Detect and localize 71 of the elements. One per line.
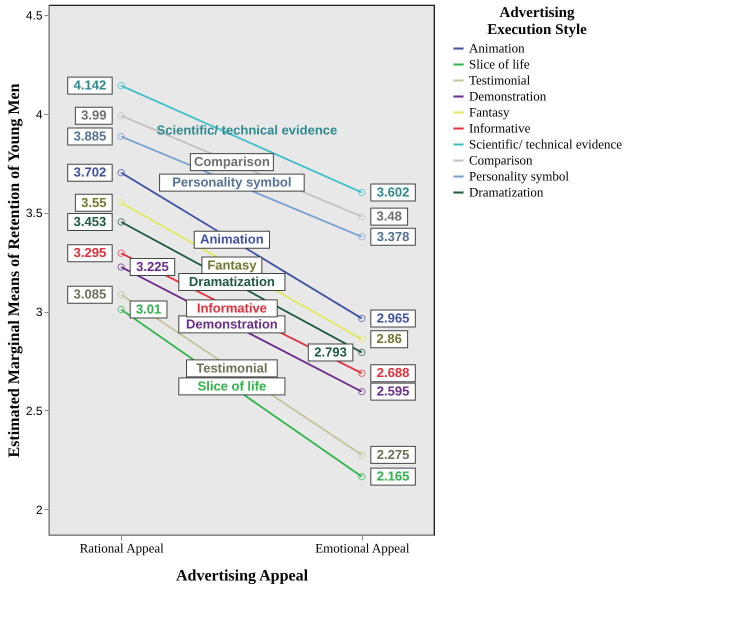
legend-label: Informative xyxy=(469,120,531,136)
x-tick-label: Rational Appeal xyxy=(80,540,164,556)
point xyxy=(118,199,125,206)
point xyxy=(118,263,125,271)
legend-label: Comparison xyxy=(469,152,534,168)
legend-label: Animation xyxy=(469,40,526,56)
legend-label: Fantasy xyxy=(469,104,510,120)
legend-label: Demonstration xyxy=(469,88,547,104)
text: Informative xyxy=(196,300,267,316)
point xyxy=(358,212,366,220)
x-axis-title: Advertising Appeal xyxy=(176,568,309,584)
y-axis-title: Estimated Marginal Means of Retention of Young Men xyxy=(6,83,23,458)
legend-label: Dramatization xyxy=(469,184,544,200)
point xyxy=(118,82,125,90)
data-label: 4.142 xyxy=(74,78,106,93)
data-label: 3.01 xyxy=(136,302,162,317)
point xyxy=(358,388,366,396)
point xyxy=(358,336,366,343)
legend-label: Personality symbol xyxy=(469,168,570,184)
legend-label: Scientific/ technical evidence xyxy=(469,136,622,152)
data-label: 3.085 xyxy=(74,286,106,302)
point xyxy=(118,218,125,226)
legend-label: Slice of life xyxy=(469,56,530,72)
point xyxy=(118,169,125,176)
data-label: 2.793 xyxy=(314,344,347,360)
point xyxy=(358,348,366,356)
data-label: 2.86 xyxy=(376,331,402,346)
legend-title: Advertising Execution Style xyxy=(487,5,588,38)
legend-label: Testimonial xyxy=(469,72,531,88)
text: Testimonial xyxy=(196,360,268,376)
data-label: 3.295 xyxy=(74,245,106,260)
point xyxy=(358,451,366,459)
text: Comparison xyxy=(194,154,270,170)
text: Demonstration xyxy=(186,316,278,332)
text: Fantasy xyxy=(207,258,256,273)
point xyxy=(118,112,125,120)
data-label: 2.688 xyxy=(376,365,410,380)
y-tick-label: 3 xyxy=(36,305,43,320)
point xyxy=(358,314,366,322)
data-label: 2.275 xyxy=(376,446,410,462)
y-tick-label: 2.5 xyxy=(26,404,43,418)
data-label: 2.595 xyxy=(376,384,410,399)
text: Personality symbol xyxy=(172,174,292,190)
data-label: 2.965 xyxy=(376,310,410,326)
y-tick-label: 2 xyxy=(36,502,43,517)
data-label: 3.602 xyxy=(376,184,410,200)
y-tick-label: 3.5 xyxy=(26,206,43,220)
x-tick-label: Emotional Appeal xyxy=(315,540,410,556)
text: Animation xyxy=(200,232,264,247)
point xyxy=(118,291,125,298)
data-label: 3.48 xyxy=(376,208,402,224)
point xyxy=(118,250,125,257)
y-tick-label: 4 xyxy=(36,107,43,122)
point xyxy=(118,306,125,314)
point xyxy=(358,188,366,196)
text: Scientific/ technical evidence xyxy=(156,122,338,138)
data-label: 2.165 xyxy=(376,468,410,484)
point xyxy=(358,370,366,377)
point xyxy=(118,132,125,140)
data-label: 3.453 xyxy=(74,214,106,229)
point xyxy=(358,233,366,240)
y-tick-label: 4.5 xyxy=(26,8,43,22)
data-label: 3.885 xyxy=(74,128,106,144)
data-label: 3.378 xyxy=(376,228,410,244)
text: Slice of life xyxy=(198,378,266,394)
data-label: 3.225 xyxy=(136,259,169,274)
point xyxy=(358,473,366,480)
text: Dramatization xyxy=(188,274,275,289)
data-label: 3.55 xyxy=(81,194,106,210)
data-label: 3.99 xyxy=(81,108,106,123)
data-label: 3.702 xyxy=(74,164,106,180)
